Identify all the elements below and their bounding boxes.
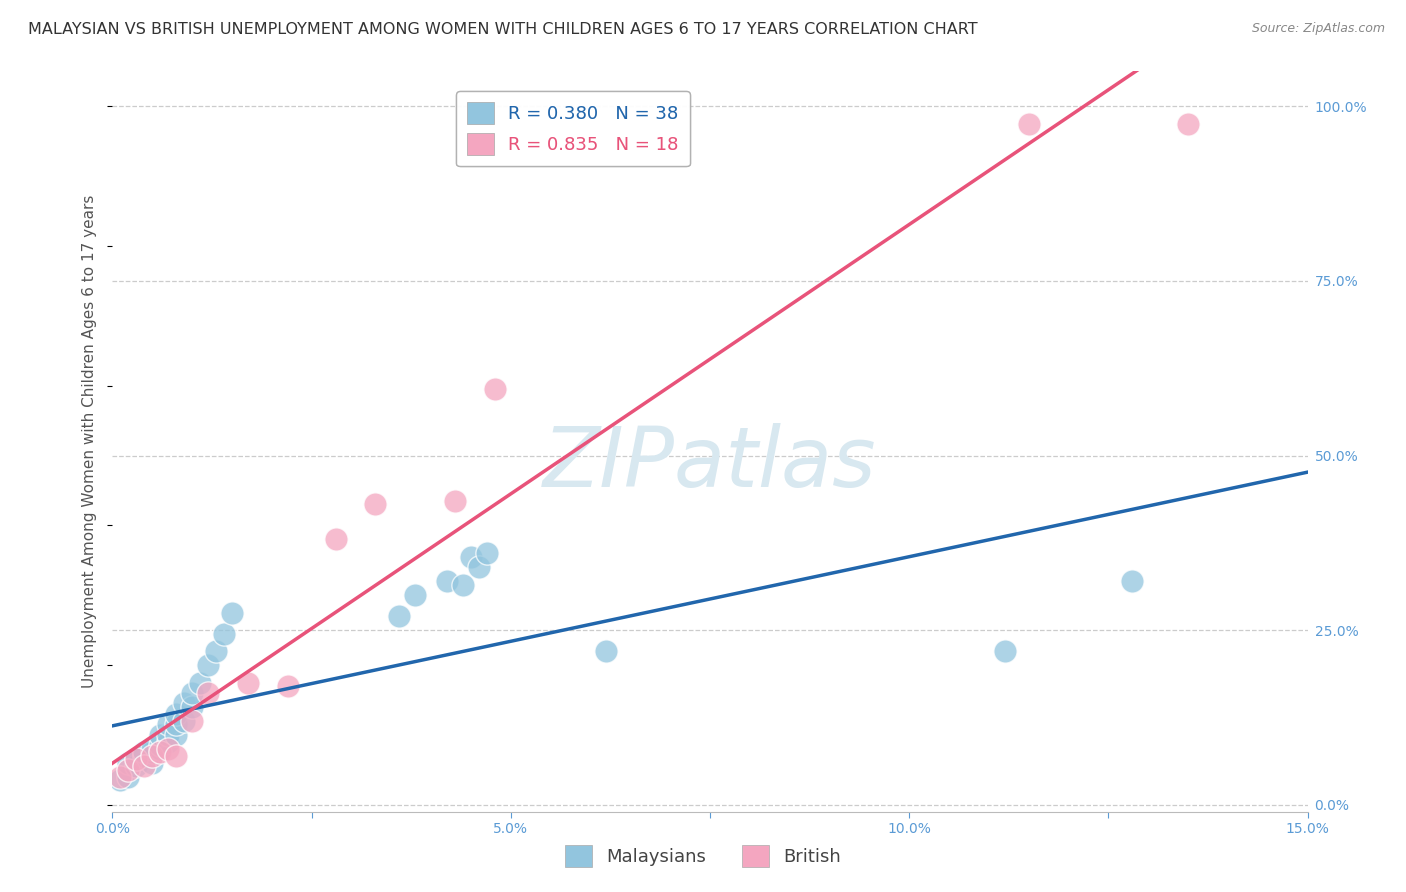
Point [181,714,204,728]
Point [188,675,211,690]
Point [157,728,180,742]
Point [149,742,172,756]
Point [436,574,458,589]
Point [125,752,148,766]
Point [149,728,172,742]
Point [197,686,219,700]
Point [141,745,163,759]
Point [460,549,482,564]
Y-axis label: Unemployment Among Women with Children Ages 6 to 17 years: Unemployment Among Women with Children A… [82,194,97,689]
Point [165,706,187,721]
Point [197,658,219,673]
Point [117,770,139,784]
Point [157,735,180,749]
Point [994,644,1017,658]
Point [157,742,180,756]
Point [173,714,195,728]
Point [1121,574,1143,589]
Point [205,644,228,658]
Text: MALAYSIAN VS BRITISH UNEMPLOYMENT AMONG WOMEN WITH CHILDREN AGES 6 TO 17 YEARS C: MALAYSIAN VS BRITISH UNEMPLOYMENT AMONG … [28,22,977,37]
Point [595,644,617,658]
Point [125,759,148,773]
Point [165,728,187,742]
Point [277,679,299,693]
Text: ZIPatlas: ZIPatlas [543,423,877,504]
Point [181,686,204,700]
Point [484,382,506,396]
Point [125,752,148,766]
Text: Source: ZipAtlas.com: Source: ZipAtlas.com [1251,22,1385,36]
Point [149,739,172,753]
Point [1018,117,1040,131]
Point [110,770,132,784]
Point [134,748,156,763]
Point [404,588,426,602]
Point [117,756,139,770]
Point [1177,117,1199,131]
Point [325,533,347,547]
Point [451,578,474,592]
Legend: Malaysians, British: Malaysians, British [557,838,849,874]
Point [221,606,243,620]
Point [444,494,467,508]
Legend: R = 0.380   N = 38, R = 0.835   N = 18: R = 0.380 N = 38, R = 0.835 N = 18 [456,92,690,166]
Point [110,773,132,788]
Point [117,763,139,777]
Point [157,717,180,731]
Point [134,745,156,759]
Point [181,700,204,714]
Point [173,697,195,711]
Point [364,497,387,511]
Point [468,560,491,574]
Point [236,675,259,690]
Point [141,756,163,770]
Point [165,748,187,763]
Point [149,745,172,759]
Point [388,609,411,624]
Point [141,742,163,756]
Point [141,748,163,763]
Point [212,626,235,640]
Point [475,546,498,560]
Point [165,717,187,731]
Point [134,759,156,773]
